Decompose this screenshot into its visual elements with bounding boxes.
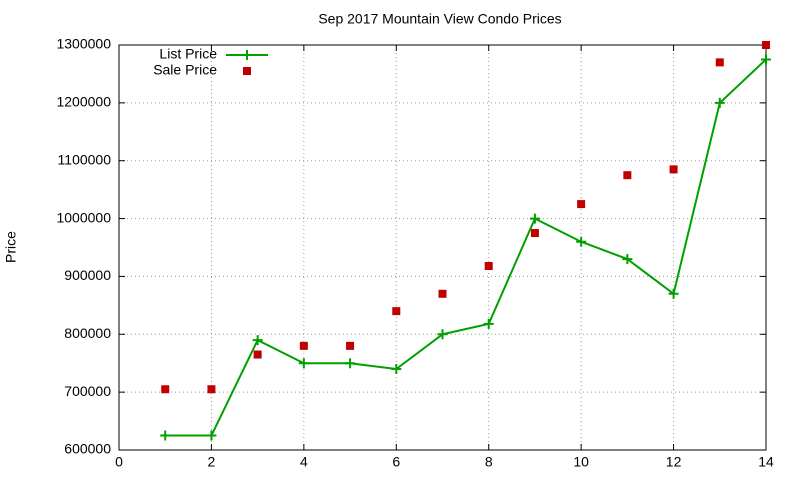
point-marker bbox=[207, 385, 216, 394]
point-marker bbox=[622, 254, 633, 265]
point-marker bbox=[530, 229, 539, 238]
point-marker bbox=[253, 350, 262, 359]
legend-marker bbox=[242, 50, 252, 60]
y-tick-label: 700000 bbox=[64, 383, 111, 399]
point-marker bbox=[668, 288, 679, 299]
point-marker bbox=[206, 430, 217, 441]
y-axis-label: Price bbox=[3, 231, 19, 263]
chart-title: Sep 2017 Mountain View Condo Prices bbox=[318, 11, 561, 27]
x-tick-label: 4 bbox=[300, 454, 308, 470]
point-marker bbox=[761, 54, 771, 65]
y-tick-label: 1300000 bbox=[56, 36, 111, 52]
point-marker bbox=[160, 430, 171, 441]
point-marker bbox=[484, 262, 493, 271]
point-marker bbox=[576, 236, 587, 247]
point-marker bbox=[392, 307, 401, 316]
point-marker bbox=[669, 165, 678, 174]
x-tick-label: 6 bbox=[392, 454, 400, 470]
x-tick-label: 8 bbox=[485, 454, 493, 470]
point-marker bbox=[298, 358, 309, 369]
plot-frame bbox=[118, 44, 767, 451]
y-tick-label: 600000 bbox=[64, 441, 111, 457]
point-marker bbox=[346, 341, 355, 350]
point-marker bbox=[762, 41, 770, 49]
x-tick-label: 10 bbox=[573, 454, 589, 470]
point-marker bbox=[437, 329, 448, 340]
y-tick-label: 1100000 bbox=[58, 151, 112, 167]
point-marker bbox=[345, 358, 356, 369]
legend-label: List Price bbox=[159, 46, 217, 62]
x-tick-label: 0 bbox=[115, 454, 123, 470]
legend-label: Sale Price bbox=[153, 62, 217, 78]
series-line bbox=[165, 58, 767, 437]
point-marker bbox=[483, 318, 494, 329]
y-tick-label: 1200000 bbox=[56, 94, 111, 110]
y-tick-label: 900000 bbox=[64, 267, 111, 283]
x-tick-label: 12 bbox=[666, 454, 682, 470]
point-marker bbox=[714, 97, 725, 108]
x-tick-label: 14 bbox=[758, 454, 774, 470]
point-marker bbox=[715, 58, 724, 67]
point-marker bbox=[623, 171, 632, 180]
legend-marker bbox=[243, 67, 251, 75]
point-marker bbox=[438, 289, 447, 298]
y-tick-label: 800000 bbox=[64, 325, 111, 341]
point-marker bbox=[299, 341, 308, 350]
y-tick-label: 1000000 bbox=[56, 209, 111, 225]
point-marker bbox=[161, 385, 170, 394]
point-marker bbox=[391, 364, 402, 374]
point-marker bbox=[252, 335, 263, 346]
x-tick-label: 2 bbox=[208, 454, 216, 470]
point-marker bbox=[529, 213, 540, 224]
point-marker bbox=[577, 200, 586, 209]
